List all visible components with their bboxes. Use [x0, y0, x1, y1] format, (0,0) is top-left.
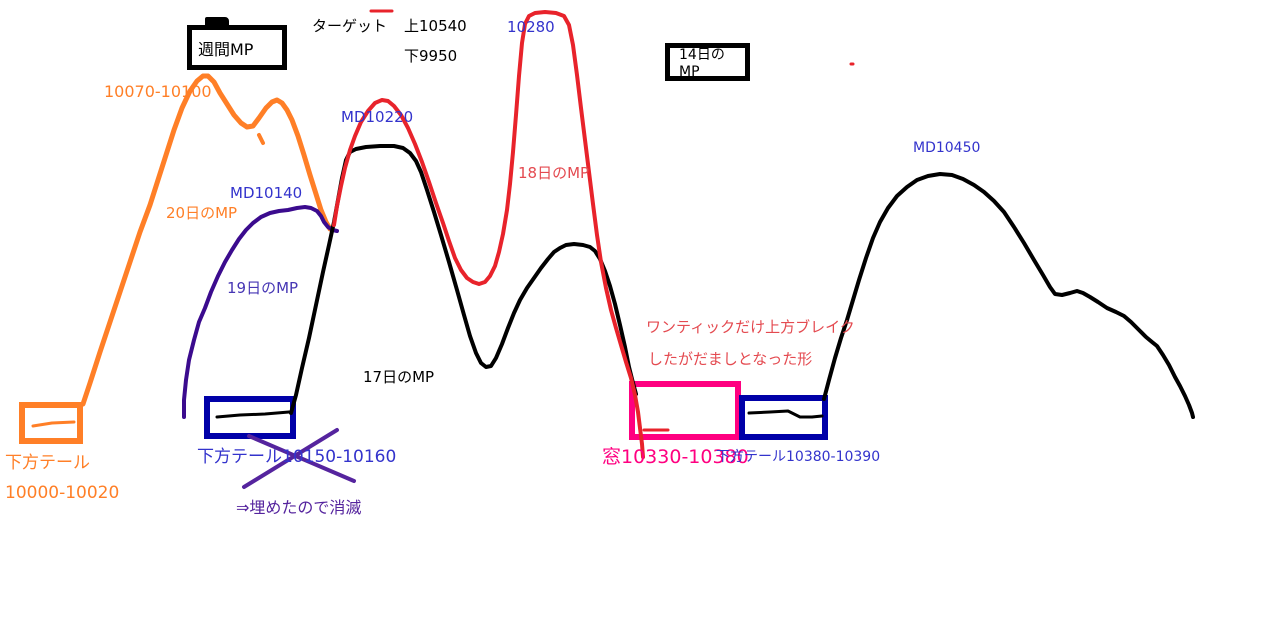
erased-note-label: ⇒埋めたので消滅: [236, 498, 362, 517]
md10450-label: MD10450: [913, 140, 981, 156]
tail-left-label-line1: 下方テール: [5, 453, 90, 473]
peak-10280-label: 10280: [507, 18, 555, 36]
orange-tail-box-line: [31, 420, 76, 428]
day20-mp-label: 20日のMP: [166, 204, 238, 222]
tail-right-label: 下方テール10380-10390: [716, 449, 881, 465]
mp-20day-curve: [80, 73, 333, 407]
weekly-mp-label: 週間MP: [198, 39, 254, 59]
left-blue-box-line: [215, 410, 291, 419]
md10220-label: MD10220: [341, 108, 414, 126]
tail-left-label-line2: 10000-10020: [5, 483, 120, 503]
window-range-label: 窓10330-10380: [602, 446, 749, 468]
mp-19day-curve: [182, 205, 339, 419]
weekly-mp-box: 週間MP: [187, 25, 287, 70]
cross-stroke-2: [242, 428, 339, 489]
pink-window-box: [629, 381, 741, 440]
orange-tail-box: [19, 402, 83, 444]
target-label: ターゲット: [312, 17, 388, 35]
mp-18day-curve: [332, 10, 645, 459]
range-10070-label: 10070-10100: [104, 82, 212, 101]
break-note-line2: したがだましとなった形: [648, 350, 813, 368]
tail-mid-label: 下方テール10150-10160: [197, 447, 397, 467]
day14-mp-label: 14日のMP: [679, 47, 725, 80]
day14-mp-box: 14日のMP: [665, 43, 750, 81]
break-note-line1: ワンティックだけ上方ブレイク: [646, 318, 855, 336]
day18-mp-label: 18日のMP: [518, 164, 590, 182]
target-upper-value: 上10540: [404, 17, 467, 35]
right-blue-box-line: [747, 409, 824, 419]
md10140-label: MD10140: [230, 184, 303, 202]
right-blue-tail-box: [739, 395, 828, 440]
day19-mp-label: 19日のMP: [227, 279, 299, 297]
mp-20day-curve-dash: [257, 133, 265, 145]
mp-14day-curve: [822, 172, 1195, 419]
target-lower-value: 下9950: [404, 47, 458, 65]
cross-stroke-1: [247, 434, 356, 483]
day17-mp-label: 17日のMP: [363, 368, 435, 386]
